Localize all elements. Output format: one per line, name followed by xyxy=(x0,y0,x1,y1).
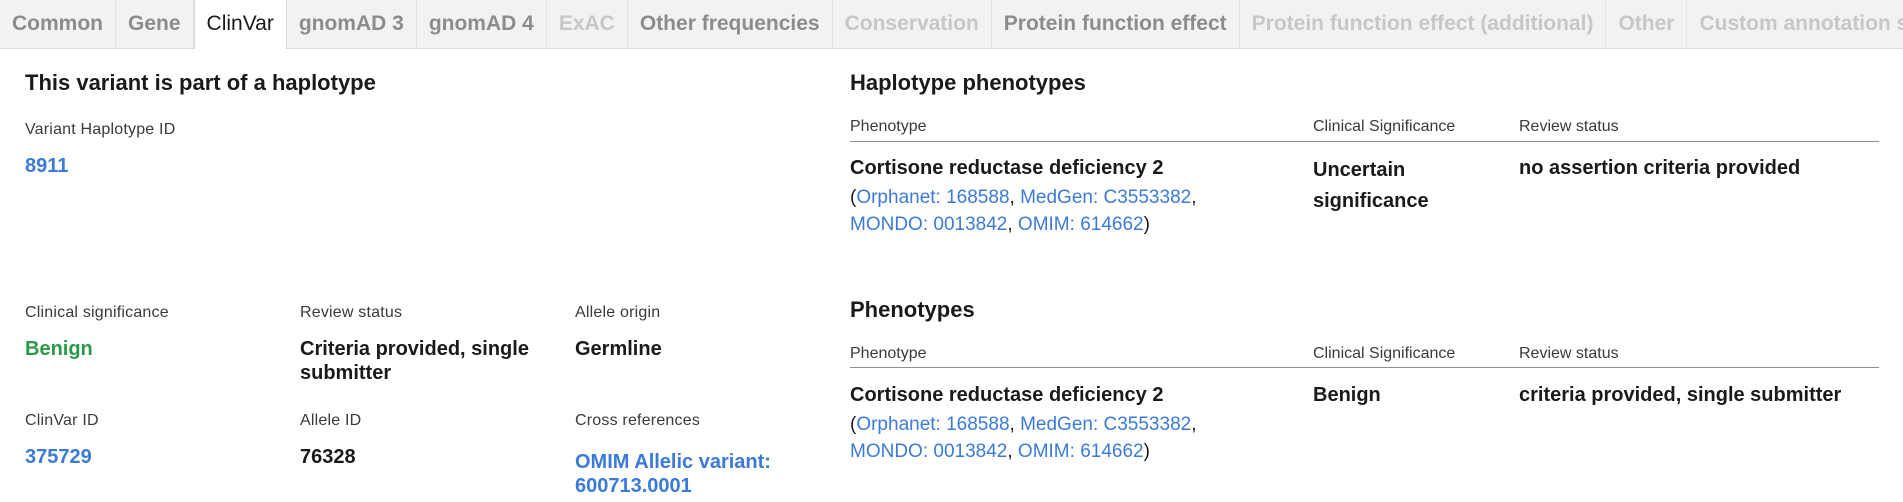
haplotype-section-title: This variant is part of a haplotype xyxy=(25,70,376,95)
review-status-label: Review status xyxy=(300,304,403,321)
tab-protein-function-effect[interactable]: Protein function effect xyxy=(992,0,1240,48)
phenotype-name: Cortisone reductase deficiency 2 xyxy=(850,157,1164,179)
review-status-column-header: Review status xyxy=(1519,345,1619,362)
allele-origin-value: Germline xyxy=(575,338,662,360)
haplotype-id-link[interactable]: 8911 xyxy=(25,155,69,177)
xref-open-paren: ( xyxy=(850,414,857,435)
tab-conservation[interactable]: Conservation xyxy=(833,0,992,48)
xref-open-paren: ( xyxy=(850,187,857,208)
xref-separator: , xyxy=(1007,441,1018,462)
allele-id-label: Allele ID xyxy=(300,412,362,429)
phenotypes-title: Phenotypes xyxy=(850,297,975,322)
orphanet-link[interactable]: Orphanet: 168588 xyxy=(856,187,1010,208)
xref-separator: , xyxy=(1191,414,1197,435)
omim-link[interactable]: OMIM: 614662 xyxy=(1017,441,1144,462)
table-header-divider xyxy=(850,367,1879,368)
review-status-value: Criteria provided, single submitter xyxy=(300,338,529,384)
orphanet-link[interactable]: Orphanet: 168588 xyxy=(856,414,1010,435)
medgen-link[interactable]: MedGen: C3553382 xyxy=(1020,187,1192,208)
review-status-column-header: Review status xyxy=(1519,118,1619,135)
omim-allelic-variant-link[interactable]: OMIM Allelic variant: 600713.0001 xyxy=(575,451,771,497)
cross-references-label: Cross references xyxy=(575,412,701,429)
tab-other-frequencies[interactable]: Other frequencies xyxy=(628,0,833,48)
xref-close-paren: ) xyxy=(1143,441,1150,462)
xref-separator: , xyxy=(1009,414,1021,435)
phenotype-review-status: no assertion criteria provided xyxy=(1519,157,1801,179)
phenotype-cross-references: (Orphanet: 168588, MedGen: C3553382, MON… xyxy=(850,184,1250,238)
tab-exac[interactable]: ExAC xyxy=(547,0,628,48)
table-header-divider xyxy=(850,141,1879,142)
tab-bar: Common Gene ClinVar gnomAD 3 gnomAD 4 Ex… xyxy=(0,0,1903,49)
tab-common[interactable]: Common xyxy=(0,0,116,48)
clinical-significance-column-header: Clinical Significance xyxy=(1313,118,1456,135)
clinical-significance-label: Clinical significance xyxy=(25,304,169,321)
medgen-link[interactable]: MedGen: C3553382 xyxy=(1020,414,1192,435)
clinical-significance-value: Benign xyxy=(25,338,93,360)
tab-gene[interactable]: Gene xyxy=(116,0,194,48)
clinical-significance-column-header: Clinical Significance xyxy=(1313,345,1456,362)
haplotype-id-label: Variant Haplotype ID xyxy=(25,121,176,138)
phenotype-review-status: criteria provided, single submitter xyxy=(1519,384,1842,406)
tab-protein-function-effect-additional[interactable]: Protein function effect (additional) xyxy=(1240,0,1607,48)
omim-link[interactable]: OMIM: 614662 xyxy=(1017,214,1144,235)
phenotype-cross-references: (Orphanet: 168588, MedGen: C3553382, MON… xyxy=(850,411,1250,465)
haplotype-phenotypes-title: Haplotype phenotypes xyxy=(850,70,1086,95)
tab-gnomad-3[interactable]: gnomAD 3 xyxy=(287,0,417,48)
xref-separator: , xyxy=(1191,187,1197,208)
allele-id-value: 76328 xyxy=(300,446,356,468)
tab-custom-annotation-sources[interactable]: Custom annotation sources xyxy=(1687,0,1903,48)
clinvar-id-label: ClinVar ID xyxy=(25,412,99,429)
tab-clinvar[interactable]: ClinVar xyxy=(193,0,287,49)
mondo-link[interactable]: MONDO: 0013842 xyxy=(850,441,1008,462)
phenotype-significance: Benign xyxy=(1313,384,1381,406)
xref-separator: , xyxy=(1007,214,1018,235)
xref-close-paren: ) xyxy=(1143,214,1150,235)
phenotype-significance: Uncertain significance xyxy=(1313,159,1429,212)
mondo-link[interactable]: MONDO: 0013842 xyxy=(850,214,1008,235)
phenotype-name: Cortisone reductase deficiency 2 xyxy=(850,384,1164,406)
phenotype-column-header: Phenotype xyxy=(850,345,927,362)
clinvar-id-link[interactable]: 375729 xyxy=(25,446,92,468)
allele-origin-label: Allele origin xyxy=(575,304,661,321)
tab-gnomad-4[interactable]: gnomAD 4 xyxy=(417,0,547,48)
phenotype-column-header: Phenotype xyxy=(850,118,927,135)
xref-separator: , xyxy=(1009,187,1021,208)
tab-other[interactable]: Other xyxy=(1606,0,1688,48)
